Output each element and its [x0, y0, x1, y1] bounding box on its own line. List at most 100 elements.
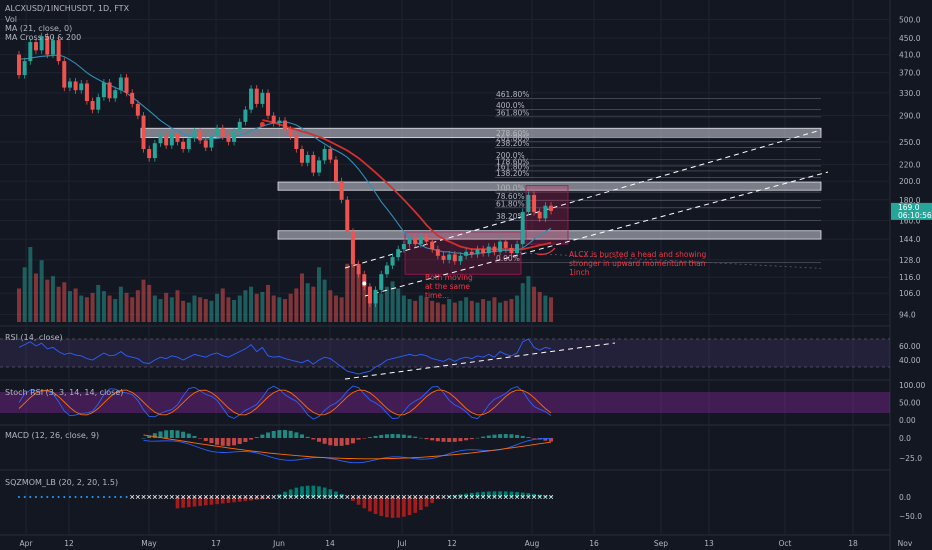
sqz-tick-label-1: −50.0 — [899, 512, 922, 521]
volume-bar — [39, 260, 44, 322]
sqz-cross: ✕ — [497, 494, 503, 502]
volume-bar — [515, 295, 520, 322]
candle-body — [288, 129, 293, 137]
candle-body — [22, 61, 27, 76]
macd-histogram-bar — [441, 438, 446, 442]
volume-bar — [345, 263, 350, 322]
sqz-histogram-bar — [532, 493, 536, 497]
sqz-dot: • — [102, 494, 106, 502]
sqz-histogram-bar — [305, 485, 310, 497]
sqz-cross: ✕ — [548, 494, 554, 502]
fib-level-label-6: 200.0% — [496, 151, 525, 160]
macd-tick-label-1: −25.0 — [899, 454, 922, 463]
candle-body — [447, 254, 452, 260]
sqz-cross: ✕ — [282, 494, 288, 502]
sqz-histogram-bar — [237, 497, 242, 502]
candle-body — [430, 241, 435, 250]
sqz-cross: ✕ — [367, 494, 373, 502]
volume-bar — [67, 291, 72, 322]
volume-bar — [464, 297, 469, 322]
sqz-cross: ✕ — [248, 494, 254, 502]
volume-bar — [333, 295, 338, 322]
y-tick-label-14: 106.0 — [899, 289, 921, 298]
stoch-k-line — [18, 385, 552, 420]
macd-histogram-bar — [169, 430, 174, 438]
sqz-cross: ✕ — [531, 494, 537, 502]
sqz-cross: ✕ — [418, 494, 424, 502]
volume-bar — [56, 286, 61, 322]
price-badge — [891, 202, 932, 220]
sqz-cross: ✕ — [401, 494, 407, 502]
sqz-dot: • — [45, 494, 49, 502]
volume-bar — [294, 288, 299, 322]
sqz-cross: ✕ — [146, 494, 152, 502]
rsi-trendline — [344, 342, 616, 380]
candle-body — [492, 246, 497, 252]
sqz-cross: ✕ — [231, 494, 237, 502]
volume-bar — [362, 283, 367, 322]
candle-body — [67, 81, 72, 88]
candle-body — [130, 92, 135, 104]
annotation-arrow — [536, 247, 556, 255]
sqz-cross: ✕ — [503, 494, 509, 502]
candle-body — [152, 143, 157, 159]
sqz-dot: • — [23, 494, 27, 502]
macd-histogram-bar — [498, 434, 503, 438]
legend-sqz: SQZMOM_LB (20, 2, 20, 1.5) — [5, 478, 119, 487]
sqz-cross: ✕ — [225, 494, 231, 502]
macd-histogram-bar — [356, 438, 361, 440]
sqz-histogram-bar — [192, 497, 197, 507]
volume-bar — [311, 286, 316, 322]
fib-level-label-8: 161.80% — [496, 162, 529, 171]
sqz-histogram-bar — [203, 497, 208, 506]
sqz-histogram-bar — [249, 497, 253, 501]
volume-bar — [350, 258, 355, 322]
sqz-cross: ✕ — [310, 494, 316, 502]
candle-body — [232, 131, 237, 142]
sqz-cross: ✕ — [141, 494, 147, 502]
sqz-cross: ✕ — [237, 494, 243, 502]
macd-histogram-bar — [515, 434, 520, 438]
x-tick-label-5: 14 — [325, 539, 335, 548]
candle-body — [62, 61, 67, 88]
sqz-cross: ✕ — [508, 494, 514, 502]
sqz-histogram-bar — [385, 497, 389, 518]
x-tick-label-7: 12 — [447, 539, 457, 548]
volume-bar — [232, 299, 237, 322]
volume-bar — [130, 297, 135, 322]
volume-bar — [62, 282, 67, 322]
macd-histogram-bar — [339, 438, 344, 446]
sqz-cross: ✕ — [390, 494, 396, 502]
volume-bar — [509, 299, 514, 322]
sqz-cross: ✕ — [220, 494, 226, 502]
sqz-cross: ✕ — [441, 494, 447, 502]
sqz-cross: ✕ — [486, 494, 492, 502]
macd-histogram-bar — [464, 438, 469, 441]
macd-histogram-bar — [305, 436, 310, 438]
macd-histogram-bar — [384, 434, 389, 438]
candle-body — [526, 194, 531, 212]
sqz-cross: ✕ — [316, 494, 322, 502]
candle-body — [45, 36, 50, 55]
candle-body — [158, 136, 163, 144]
sqz-cross: ✕ — [514, 494, 520, 502]
volume-bar — [17, 288, 21, 322]
sqz-histogram-bar — [526, 493, 531, 497]
macd-histogram-bar — [390, 434, 395, 438]
sqz-cross: ✕ — [356, 494, 362, 502]
sqz-cross: ✕ — [192, 494, 198, 502]
sqz-histogram-bar — [436, 497, 440, 500]
sqz-cross: ✕ — [305, 494, 311, 502]
resistance-zone-2 — [277, 230, 822, 240]
sqz-histogram-bar — [492, 491, 497, 497]
sqz-dot: • — [119, 494, 123, 502]
volume-bar — [152, 295, 157, 322]
sqz-cross: ✕ — [480, 494, 486, 502]
volume-bar — [226, 297, 231, 322]
sqz-cross: ✕ — [344, 494, 350, 502]
fib-level-label-12: 61.80% — [496, 199, 525, 208]
sqz-cross: ✕ — [378, 494, 384, 502]
macd-histogram-bar — [215, 438, 220, 445]
volume-bar — [215, 293, 220, 322]
